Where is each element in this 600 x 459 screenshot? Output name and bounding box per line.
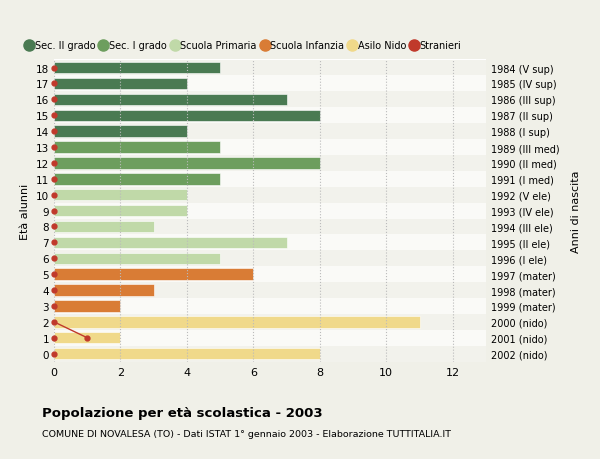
Bar bbox=[54, 158, 320, 169]
Legend: Sec. II grado, Sec. I grado, Scuola Primaria, Scuola Infanzia, Asilo Nido, Stran: Sec. II grado, Sec. I grado, Scuola Prim… bbox=[23, 37, 466, 55]
Bar bbox=[54, 316, 419, 328]
Bar bbox=[54, 346, 486, 362]
Bar bbox=[54, 235, 486, 251]
Bar bbox=[54, 282, 486, 298]
Bar bbox=[54, 174, 220, 185]
Y-axis label: Età alunni: Età alunni bbox=[20, 183, 31, 239]
Bar bbox=[54, 140, 486, 156]
Bar bbox=[54, 61, 486, 76]
Bar bbox=[54, 156, 486, 172]
Bar bbox=[54, 190, 187, 201]
Bar bbox=[54, 219, 486, 235]
Bar bbox=[54, 110, 320, 122]
Bar bbox=[54, 78, 187, 90]
Text: Popolazione per età scolastica - 2003: Popolazione per età scolastica - 2003 bbox=[42, 406, 323, 419]
Bar bbox=[54, 301, 121, 312]
Bar bbox=[54, 253, 220, 264]
Bar bbox=[54, 267, 486, 282]
Bar bbox=[54, 251, 486, 267]
Y-axis label: Anni di nascita: Anni di nascita bbox=[571, 170, 581, 252]
Bar bbox=[54, 332, 121, 344]
Bar bbox=[54, 314, 486, 330]
Bar bbox=[54, 124, 486, 140]
Bar bbox=[54, 330, 486, 346]
Bar bbox=[54, 269, 253, 280]
Bar bbox=[54, 108, 486, 124]
Bar bbox=[54, 63, 220, 74]
Bar bbox=[54, 221, 154, 233]
Bar bbox=[54, 126, 187, 138]
Bar bbox=[54, 206, 187, 217]
Bar bbox=[54, 92, 486, 108]
Text: COMUNE DI NOVALESA (TO) - Dati ISTAT 1° gennaio 2003 - Elaborazione TUTTITALIA.I: COMUNE DI NOVALESA (TO) - Dati ISTAT 1° … bbox=[42, 429, 451, 438]
Bar bbox=[54, 298, 486, 314]
Bar bbox=[54, 285, 154, 296]
Bar bbox=[54, 203, 486, 219]
Bar bbox=[54, 348, 320, 359]
Bar bbox=[54, 187, 486, 203]
Bar bbox=[54, 142, 220, 153]
Bar bbox=[54, 76, 486, 92]
Bar bbox=[54, 172, 486, 187]
Bar bbox=[54, 95, 287, 106]
Bar bbox=[54, 237, 287, 249]
